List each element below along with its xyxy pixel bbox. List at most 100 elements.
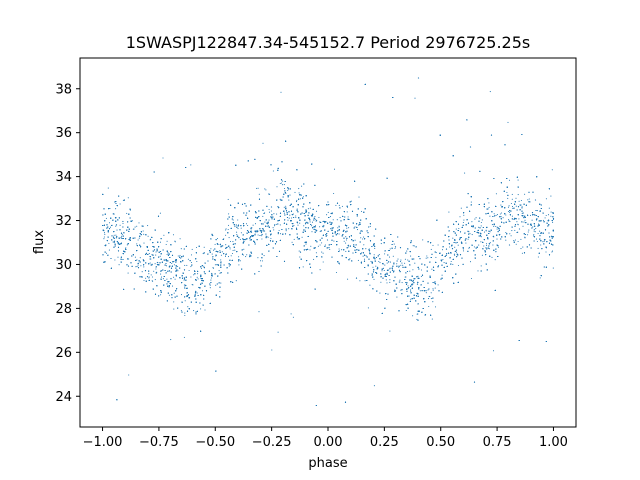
data-point [431, 318, 433, 320]
data-point [405, 282, 407, 284]
data-point [507, 210, 510, 213]
data-point [515, 197, 517, 199]
data-point [211, 273, 213, 275]
data-point [329, 223, 331, 225]
data-point [190, 261, 193, 264]
data-point [104, 233, 106, 235]
data-point [115, 208, 117, 210]
data-point [314, 216, 316, 218]
data-point [322, 261, 324, 263]
data-point [361, 252, 363, 254]
data-point [279, 198, 281, 200]
data-point [187, 306, 189, 308]
data-point [488, 248, 490, 250]
data-point [219, 249, 221, 252]
data-point [105, 217, 107, 219]
data-point [283, 212, 285, 214]
data-point [295, 216, 297, 219]
data-point [511, 206, 514, 208]
data-point [210, 279, 212, 281]
data-point [322, 226, 324, 228]
data-point [259, 260, 262, 262]
data-point [177, 270, 179, 272]
data-point [292, 213, 294, 215]
data-point [365, 255, 367, 257]
data-point [347, 246, 349, 248]
data-point [191, 248, 193, 250]
data-point [496, 226, 498, 228]
data-point [533, 230, 535, 232]
data-point [198, 286, 200, 288]
data-point [493, 225, 495, 227]
data-point [292, 316, 294, 318]
data-point [518, 200, 520, 202]
data-point [319, 230, 321, 232]
data-point [114, 259, 116, 261]
data-point [268, 219, 270, 221]
data-point [165, 265, 168, 267]
data-point [384, 253, 386, 255]
data-point [268, 208, 270, 211]
data-point [480, 236, 482, 238]
data-point [170, 339, 172, 341]
data-point [430, 292, 432, 294]
data-point [319, 269, 321, 271]
data-point [322, 252, 324, 254]
data-point [107, 187, 109, 189]
data-point [500, 212, 503, 214]
data-point [103, 238, 105, 240]
data-point [173, 308, 175, 310]
data-point [427, 257, 429, 259]
data-point [471, 234, 473, 236]
data-point [321, 251, 323, 253]
data-point [453, 253, 455, 255]
data-point [315, 210, 318, 212]
data-point [184, 286, 186, 288]
data-point [231, 252, 234, 255]
data-point [270, 210, 272, 212]
data-point [367, 307, 369, 309]
data-point [474, 218, 476, 220]
data-point [219, 290, 221, 293]
data-point [335, 204, 337, 206]
data-point [389, 248, 391, 250]
data-point [514, 239, 517, 241]
data-point [287, 219, 289, 221]
data-point [196, 260, 198, 263]
data-point [428, 305, 430, 308]
data-point [224, 254, 227, 256]
data-point [510, 202, 512, 205]
data-point [115, 225, 117, 227]
data-point [494, 259, 496, 261]
data-point [121, 233, 123, 235]
data-point [230, 255, 232, 257]
data-point [160, 294, 162, 296]
data-point [455, 251, 458, 253]
data-point [399, 279, 401, 281]
data-point [338, 233, 340, 235]
data-point [204, 309, 206, 311]
data-point [396, 263, 398, 265]
data-point [437, 244, 439, 246]
data-point [505, 231, 507, 234]
data-point [510, 235, 512, 237]
data-point [386, 262, 388, 264]
data-point [402, 266, 404, 268]
data-point [289, 214, 291, 216]
data-point [305, 209, 307, 211]
data-point [511, 193, 513, 195]
data-point [378, 260, 380, 263]
data-point [346, 227, 348, 229]
data-point [465, 242, 467, 244]
data-point [199, 287, 202, 289]
data-point [534, 231, 536, 233]
data-point [470, 201, 472, 203]
data-point [521, 212, 523, 215]
data-point [508, 179, 511, 181]
data-point [166, 240, 168, 242]
data-point [159, 255, 161, 257]
data-point [425, 292, 427, 294]
data-point [279, 233, 282, 235]
data-point [350, 200, 352, 202]
